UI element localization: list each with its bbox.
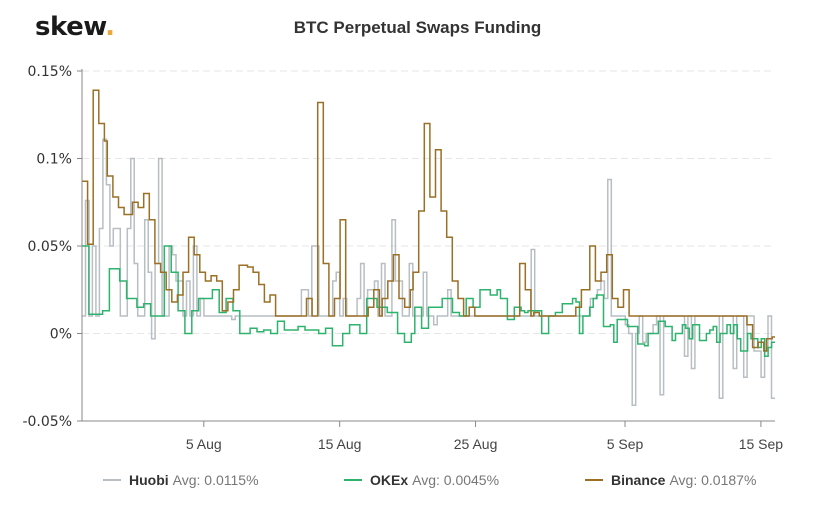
series-line-okex — [82, 245, 775, 358]
legend-name: OKEx — [370, 472, 409, 488]
legend-avg: Avg: 0.0187% — [669, 472, 757, 488]
x-tick-label: 15 Sep — [739, 436, 784, 452]
logo-text: skew — [35, 12, 106, 42]
y-tick-label: 0% — [50, 327, 72, 343]
legend-swatch-binance — [585, 479, 603, 481]
x-tick-label: 25 Aug — [454, 436, 498, 452]
legend-swatch-okex — [344, 479, 362, 481]
legend-name: Binance — [611, 472, 666, 488]
legend-swatch-huobi — [103, 479, 121, 481]
logo-dot: . — [105, 12, 115, 42]
legend-item-huobi[interactable]: Huobi Avg: 0.0115% — [103, 472, 259, 488]
legend-item-binance[interactable]: Binance Avg: 0.0187% — [585, 472, 756, 488]
y-tick-label: -0.05% — [22, 414, 72, 430]
y-tick-label: 0.15% — [28, 64, 72, 80]
skew-logo: skew. — [35, 12, 115, 42]
legend-avg: Avg: 0.0115% — [172, 472, 259, 488]
legend-avg: Avg: 0.0045% — [412, 472, 500, 488]
x-tick-label: 5 Sep — [607, 436, 644, 452]
x-tick-label: 5 Aug — [186, 436, 222, 452]
y-tick-label: 0.1% — [36, 152, 72, 168]
legend-name: Huobi — [129, 472, 169, 488]
legend-item-okex[interactable]: OKEx Avg: 0.0045% — [344, 472, 499, 488]
legend: Huobi Avg: 0.0115% OKEx Avg: 0.0045% Bin… — [0, 472, 815, 494]
y-tick-label: 0.05% — [28, 239, 72, 255]
series-line-binance — [82, 89, 775, 352]
series-line-huobi — [82, 138, 775, 407]
x-tick-label: 15 Aug — [318, 436, 362, 452]
axes — [81, 69, 775, 422]
x-axis-ticks: 5 Aug 15 Aug 25 Aug 5 Sep 15 Sep — [186, 421, 783, 452]
chart-title: BTC Perpetual Swaps Funding — [293, 18, 542, 37]
y-axis-ticks: -0.05% 0% 0.05% 0.1% 0.15% — [22, 64, 82, 430]
series-group — [82, 89, 775, 407]
